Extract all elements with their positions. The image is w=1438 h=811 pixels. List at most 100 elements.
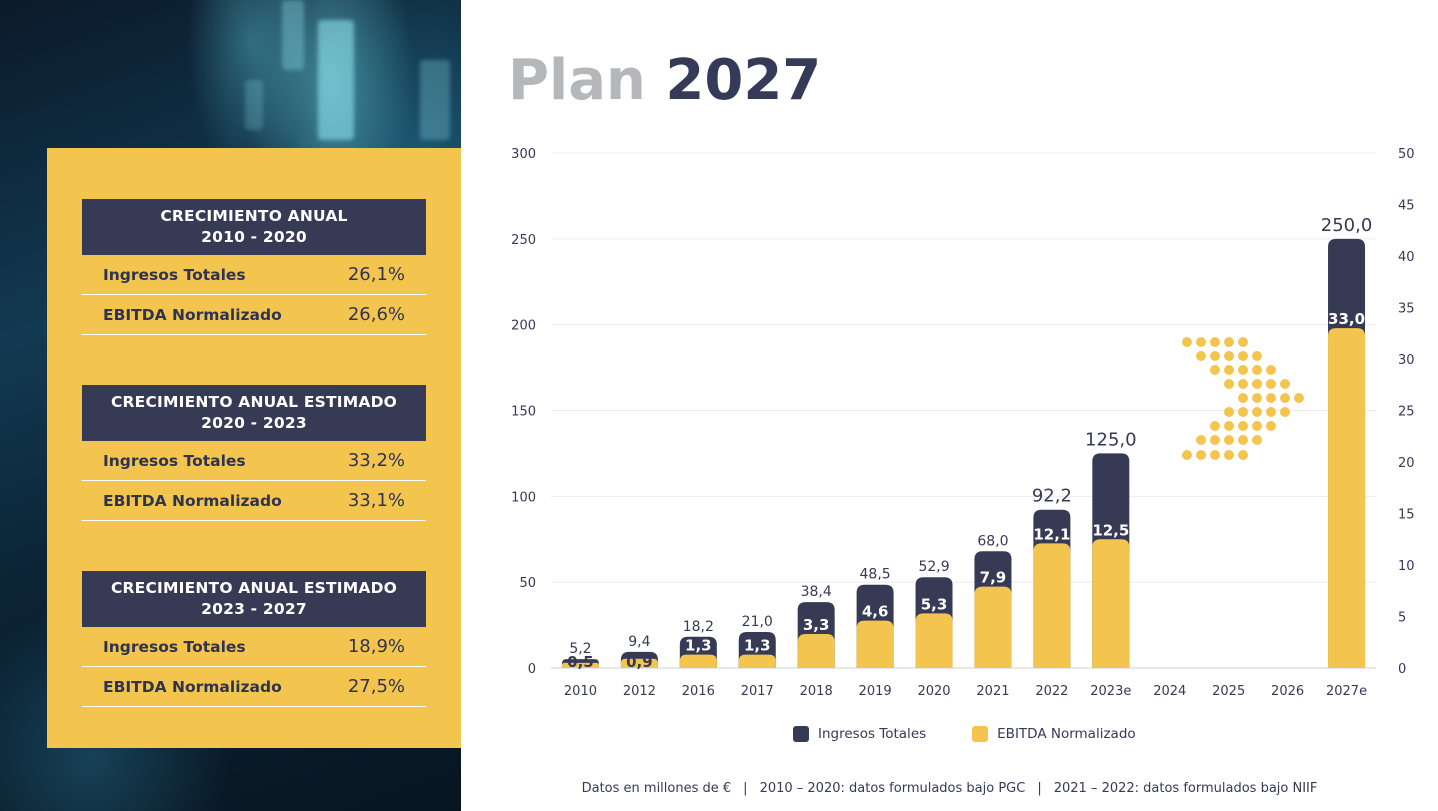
- projection-arrow-dot: [1238, 435, 1248, 445]
- ebitda-bar: [561, 662, 599, 668]
- projection-arrow-dot: [1238, 337, 1248, 347]
- growth-block-heading: CRECIMIENTO ANUAL ESTIMADO 2020 - 2023: [82, 385, 426, 441]
- projection-arrow-dot: [1252, 365, 1262, 375]
- revenue-data-label: 38,4: [801, 584, 832, 600]
- y-right-tick-label: 5: [1398, 611, 1406, 626]
- projection-arrow-dot: [1238, 365, 1248, 375]
- revenue-data-label: 125,0: [1085, 429, 1137, 450]
- legend-label: EBITDA Normalizado: [997, 726, 1136, 742]
- metric-row: Ingresos Totales 26,1%: [82, 255, 426, 295]
- projection-arrow-dot: [1266, 365, 1276, 375]
- legend-swatch-yellow: [972, 726, 989, 742]
- growth-summary-card: CRECIMIENTO ANUAL 2010 - 2020 Ingresos T…: [47, 148, 461, 748]
- metric-row: Ingresos Totales 33,2%: [82, 441, 426, 481]
- metric-value: 33,2%: [347, 450, 405, 471]
- x-tick-label: 2017: [741, 684, 774, 699]
- projection-arrow-dot: [1252, 435, 1262, 445]
- footnote-units: Datos en millones de €: [581, 781, 732, 796]
- y-right-tick-label: 45: [1398, 199, 1415, 214]
- x-tick-label: 2026: [1271, 684, 1304, 699]
- ebitda-data-label: 4,6: [862, 603, 889, 621]
- projection-arrow-dot: [1224, 421, 1234, 431]
- projection-arrow-dot: [1266, 393, 1276, 403]
- y-left-tick-label: 250: [511, 233, 536, 248]
- x-tick-label: 2024: [1153, 684, 1186, 699]
- legend-label: Ingresos Totales: [818, 726, 927, 742]
- revenue-data-label: 48,5: [860, 567, 891, 583]
- x-tick-label: 2018: [800, 684, 833, 699]
- projection-arrow-dot: [1224, 407, 1234, 417]
- heading-period: 2020 - 2023: [201, 414, 307, 432]
- y-right-tick-label: 10: [1398, 559, 1415, 574]
- y-left-tick-label: 0: [528, 662, 536, 677]
- metric-row: EBITDA Normalizado 33,1%: [82, 481, 426, 521]
- y-right-tick-label: 30: [1398, 353, 1415, 368]
- legend-item-ebitda: EBITDA Normalizado: [972, 726, 1136, 742]
- ebitda-data-label: 0,5: [567, 653, 594, 671]
- growth-block-2010-2020: CRECIMIENTO ANUAL 2010 - 2020 Ingresos T…: [82, 199, 426, 335]
- metric-label: Ingresos Totales: [103, 637, 246, 656]
- ebitda-data-label: 1,3: [744, 637, 771, 655]
- revenue-data-label: 18,2: [683, 619, 714, 635]
- projection-arrow-dot: [1294, 393, 1304, 403]
- title-word-plan: Plan: [508, 48, 646, 113]
- y-right-tick-label: 15: [1398, 508, 1415, 523]
- heading-line: CRECIMIENTO ANUAL ESTIMADO: [110, 393, 398, 411]
- metric-label: EBITDA Normalizado: [103, 491, 282, 510]
- ebitda-data-label: 12,5: [1092, 521, 1129, 539]
- ebitda-bar: [856, 620, 894, 668]
- legend-swatch-navy: [793, 726, 809, 742]
- projection-arrow-dot: [1210, 337, 1220, 347]
- y-left-tick-label: 200: [511, 319, 536, 334]
- metric-label: Ingresos Totales: [103, 265, 246, 284]
- metric-row: EBITDA Normalizado 27,5%: [82, 667, 426, 707]
- x-tick-label: 2025: [1212, 684, 1245, 699]
- projection-arrow-dot: [1224, 337, 1234, 347]
- growth-block-2020-2023: CRECIMIENTO ANUAL ESTIMADO 2020 - 2023 I…: [82, 385, 426, 521]
- ebitda-bar: [915, 613, 953, 668]
- revenue-data-label: 21,0: [742, 614, 773, 630]
- heading-line: CRECIMIENTO ANUAL: [160, 207, 348, 225]
- projection-arrow-dot: [1266, 379, 1276, 389]
- projection-arrow-dot: [1210, 365, 1220, 375]
- projection-arrow-dot: [1224, 365, 1234, 375]
- page-title: Plan 2027: [508, 48, 821, 113]
- x-tick-label: 2016: [682, 684, 715, 699]
- footnote: Datos en millones de € | 2010 – 2020: dato…: [461, 781, 1438, 796]
- y-left-tick-label: 50: [519, 576, 536, 591]
- projection-arrow-dot: [1238, 393, 1248, 403]
- footnote-separator: |: [743, 781, 748, 796]
- y-left-tick-label: 100: [511, 490, 536, 505]
- x-tick-label: 2021: [976, 684, 1009, 699]
- projection-arrow-dot: [1266, 407, 1276, 417]
- projection-arrow-dot: [1182, 337, 1192, 347]
- x-tick-label: 2023e: [1090, 684, 1131, 699]
- y-right-tick-label: 0: [1398, 662, 1406, 677]
- ebitda-bar: [1092, 539, 1130, 668]
- ebitda-bar: [1033, 543, 1071, 668]
- revenue-data-label: 92,2: [1032, 486, 1072, 507]
- ebitda-bar: [620, 658, 658, 668]
- metric-label: EBITDA Normalizado: [103, 305, 282, 324]
- ebitda-data-label: 7,9: [980, 569, 1007, 587]
- y-right-tick-label: 50: [1398, 147, 1415, 162]
- projection-arrow-dot: [1210, 351, 1220, 361]
- projection-arrow-dot: [1196, 435, 1206, 445]
- revenue-data-label: 250,0: [1321, 215, 1373, 236]
- ebitda-data-label: 1,3: [685, 637, 712, 655]
- heading-line: CRECIMIENTO ANUAL ESTIMADO: [110, 579, 398, 597]
- y-right-tick-label: 35: [1398, 302, 1415, 317]
- legend-item-ingresos: Ingresos Totales: [793, 726, 926, 742]
- y-right-tick-label: 40: [1398, 250, 1415, 265]
- projection-arrow-dot: [1266, 421, 1276, 431]
- x-tick-label: 2022: [1035, 684, 1068, 699]
- ebitda-data-label: 5,3: [921, 595, 948, 613]
- heading-period: 2010 - 2020: [201, 228, 307, 246]
- projection-arrow-dot: [1224, 351, 1234, 361]
- revenue-ebitda-chart: 0501001502002503000510152025303540455020…: [511, 147, 1415, 699]
- title-word-year: 2027: [665, 48, 822, 113]
- projection-arrow-dot: [1224, 435, 1234, 445]
- ebitda-bar: [797, 634, 835, 668]
- revenue-data-label: 52,9: [918, 559, 949, 575]
- projection-arrow-dot: [1238, 407, 1248, 417]
